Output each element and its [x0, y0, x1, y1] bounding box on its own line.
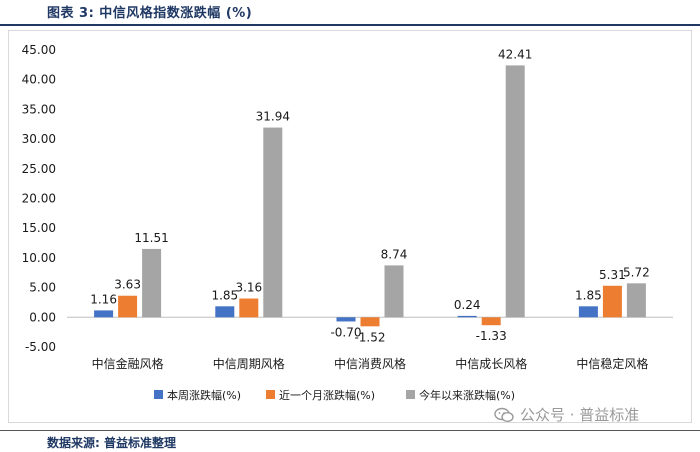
y-tick-label: 30.00 [22, 132, 56, 146]
y-tick-label: 25.00 [22, 162, 56, 176]
data-label: 0.24 [454, 298, 481, 312]
x-category-label: 中信金融风格 [92, 356, 164, 371]
bar [336, 317, 356, 322]
bar [360, 317, 380, 327]
bar [602, 285, 622, 318]
legend-label: 近一个月涨跌幅(%) [279, 388, 375, 402]
data-label: -0.70 [330, 325, 361, 339]
legend-swatch [154, 390, 163, 399]
watermark-text: 公众号 · 普益标准 [520, 406, 640, 424]
data-label: 8.74 [381, 247, 408, 261]
legend-label: 本周涨跌幅(%) [167, 388, 241, 402]
data-label: 3.16 [235, 281, 262, 295]
bar [239, 298, 259, 318]
y-tick-label: 0.00 [29, 310, 56, 324]
legend-swatch [266, 390, 275, 399]
data-label: 1.85 [211, 288, 238, 302]
y-tick-label: -5.00 [25, 340, 56, 354]
bar [263, 127, 283, 318]
y-tick-label: 10.00 [22, 251, 56, 265]
bar [505, 65, 525, 318]
x-category-label: 中信周期风格 [213, 356, 285, 371]
data-label: 5.72 [623, 265, 650, 279]
figure-title: 图表 3: 中信风格指数涨跌幅 (%) [47, 6, 253, 21]
y-tick-label: 45.00 [22, 43, 56, 57]
bar [94, 310, 114, 318]
y-tick-label: 20.00 [22, 192, 56, 206]
legend-swatch [406, 390, 415, 399]
data-label: 1.85 [575, 288, 602, 302]
source-note: 数据来源: 普益标准整理 [47, 436, 176, 450]
data-label: 42.41 [498, 47, 532, 61]
legend-label: 今年以来涨跌幅(%) [419, 388, 515, 402]
x-category-label: 中信成长风格 [455, 356, 527, 371]
bar-chart: 45.00 40.00 35.00 30.00 25.00 20.00 15.00 10.00… [22, 43, 673, 402]
y-tick-label: 15.00 [22, 221, 56, 235]
bar [626, 283, 646, 318]
bar [578, 306, 598, 318]
bar [384, 265, 404, 318]
data-label: 31.94 [256, 110, 290, 124]
footer-rule [0, 430, 700, 431]
y-tick-label: 40.00 [22, 73, 56, 87]
data-label: 11.51 [134, 231, 168, 245]
data-label: 3.63 [114, 278, 141, 292]
watermark: 公众号 · 普益标准 [494, 404, 639, 425]
bar [457, 315, 477, 318]
x-category-label: 中信稳定风格 [576, 356, 648, 371]
data-label: -1.52 [354, 330, 385, 344]
data-label: -1.33 [476, 329, 507, 343]
x-category-label: 中信消费风格 [334, 356, 406, 371]
header-rule [0, 24, 700, 26]
y-tick-label: 5.00 [29, 281, 56, 295]
figure-header: 图表 3: 中信风格指数涨跌幅 (%) [0, 0, 700, 24]
bar [481, 317, 501, 326]
data-label: 1.16 [90, 292, 117, 306]
bar [118, 295, 138, 318]
bar [215, 306, 235, 318]
y-tick-label: 35.00 [22, 102, 56, 116]
chart-frame: 45.00 40.00 35.00 30.00 25.00 20.00 15.00 10.00… [8, 30, 692, 423]
data-label: 5.31 [599, 268, 626, 282]
wechat-icon [494, 407, 514, 422]
bar [142, 248, 162, 318]
